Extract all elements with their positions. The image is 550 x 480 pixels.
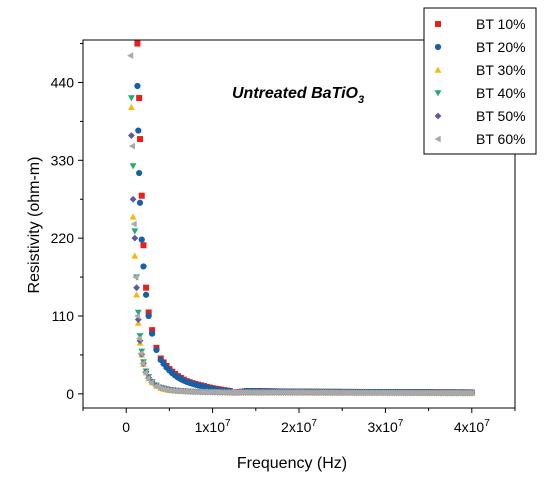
data-point bbox=[137, 350, 144, 357]
data-point bbox=[127, 132, 135, 139]
data-point bbox=[133, 284, 140, 292]
series-6 bbox=[127, 52, 475, 397]
x-tick-label: 0 bbox=[122, 419, 130, 435]
series-5 bbox=[127, 132, 476, 397]
annotation-subscript: 3 bbox=[358, 94, 364, 106]
data-point bbox=[153, 346, 160, 354]
data-point bbox=[127, 52, 134, 59]
y-tick-label: 330 bbox=[51, 152, 75, 168]
series-4 bbox=[127, 95, 476, 397]
data-point bbox=[134, 312, 141, 320]
data-point bbox=[141, 369, 148, 377]
legend-box bbox=[423, 7, 537, 155]
data-point bbox=[134, 40, 141, 47]
series-3 bbox=[127, 103, 476, 396]
data-point bbox=[136, 169, 143, 177]
data-point bbox=[131, 234, 139, 242]
data-point bbox=[171, 387, 178, 395]
y-tick-label: 0 bbox=[66, 386, 74, 402]
data-point bbox=[144, 374, 151, 382]
x-axis: 0 1x107 2x107 3x107 4x107 bbox=[82, 408, 516, 435]
legend-marker bbox=[434, 66, 442, 73]
y-tick-label: 440 bbox=[51, 74, 75, 90]
legend-marker bbox=[434, 135, 441, 143]
data-point bbox=[128, 142, 135, 150]
legend-label: BT 50% bbox=[476, 108, 526, 124]
data-point bbox=[149, 330, 156, 337]
data-point bbox=[140, 263, 147, 270]
data-point bbox=[136, 95, 143, 102]
y-axis-title: Resistivity (ohm-m) bbox=[26, 157, 43, 294]
data-point bbox=[145, 309, 152, 316]
data-point bbox=[131, 228, 139, 235]
y-axis: 0 110 220 330 440 bbox=[51, 43, 83, 402]
data-point bbox=[136, 199, 144, 206]
data-point bbox=[168, 387, 175, 394]
data-point bbox=[143, 284, 150, 291]
data-point bbox=[127, 95, 135, 102]
data-point bbox=[134, 309, 142, 316]
legend-label: BT 20% bbox=[476, 39, 526, 55]
data-point bbox=[131, 252, 139, 259]
data-point bbox=[134, 82, 141, 90]
data-point bbox=[163, 386, 170, 394]
legend-marker bbox=[434, 112, 442, 120]
y-tick-label: 110 bbox=[52, 308, 75, 324]
legend: BT 10% BT 20% BT 30% BT 40% BT 50% BT 60% bbox=[423, 7, 537, 155]
data-point bbox=[133, 291, 140, 298]
y-tick-label: 220 bbox=[51, 230, 75, 246]
data-point bbox=[140, 242, 147, 249]
data-point bbox=[160, 385, 167, 393]
data-point bbox=[145, 312, 152, 320]
data-point bbox=[142, 291, 150, 298]
legend-label: BT 60% bbox=[476, 131, 526, 147]
data-point bbox=[138, 192, 145, 199]
x-tick-label: 3x107 bbox=[367, 418, 403, 435]
x-axis-title: Frequency (Hz) bbox=[237, 455, 347, 472]
data-point bbox=[166, 386, 173, 394]
legend-marker bbox=[434, 43, 442, 51]
data-point bbox=[147, 379, 154, 386]
data-points bbox=[127, 40, 476, 397]
data-point bbox=[468, 389, 475, 397]
data-point bbox=[137, 136, 144, 143]
x-tick-label: 2x107 bbox=[281, 418, 317, 435]
legend-label: BT 40% bbox=[476, 85, 526, 101]
annotation-main: Untreated BaTiO bbox=[232, 85, 359, 102]
legend-marker bbox=[435, 21, 441, 27]
data-point bbox=[127, 103, 135, 110]
data-point bbox=[129, 213, 137, 220]
data-point bbox=[138, 236, 145, 243]
data-point bbox=[135, 127, 142, 134]
x-tick-label: 1x107 bbox=[195, 418, 231, 435]
x-tick-label: 4x107 bbox=[454, 418, 490, 435]
data-point bbox=[139, 360, 146, 367]
legend-marker bbox=[434, 90, 442, 97]
legend-label: BT 10% bbox=[476, 16, 526, 32]
data-point bbox=[132, 273, 139, 281]
data-point bbox=[129, 195, 137, 203]
legend-label: BT 30% bbox=[476, 62, 526, 78]
chart-annotation: Untreated BaTiO3 bbox=[232, 85, 364, 106]
data-point bbox=[129, 163, 137, 170]
data-point bbox=[130, 220, 137, 228]
data-point bbox=[135, 335, 142, 343]
data-point bbox=[136, 333, 144, 340]
data-point bbox=[149, 327, 156, 334]
